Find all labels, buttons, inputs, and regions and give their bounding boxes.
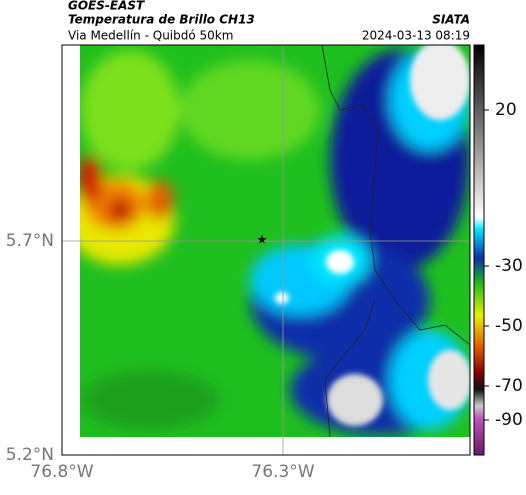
- marker: ★: [257, 233, 268, 247]
- colorbar: [473, 44, 485, 456]
- map-frame: [61, 44, 471, 456]
- product: Temperatura de Brillo CH13: [68, 13, 255, 27]
- y-tick-label: 5.7°N: [6, 231, 54, 251]
- colorbar-tick-label: -90: [495, 410, 523, 430]
- satellite: GOES-EAST: [68, 0, 145, 13]
- imagery: [80, 45, 470, 437]
- datetime: 2024-03-13 08:19: [362, 29, 470, 43]
- x-tick-label: 76.3°W: [251, 462, 314, 482]
- colorbar-tick-label: -30: [495, 256, 523, 276]
- y-tick-label: 5.2°N: [6, 445, 54, 465]
- route: Via Medellín - Quibdó 50km: [68, 29, 233, 43]
- colorbar-tick-label: -70: [495, 376, 523, 396]
- colorbar-tick-label: -50: [495, 316, 523, 336]
- colorbar-tick-label: 20: [495, 100, 517, 120]
- x-tick-label: 76.8°W: [30, 462, 93, 482]
- source: SIATA: [432, 13, 470, 27]
